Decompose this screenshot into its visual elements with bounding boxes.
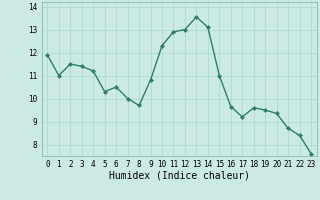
X-axis label: Humidex (Indice chaleur): Humidex (Indice chaleur) [109,171,250,181]
